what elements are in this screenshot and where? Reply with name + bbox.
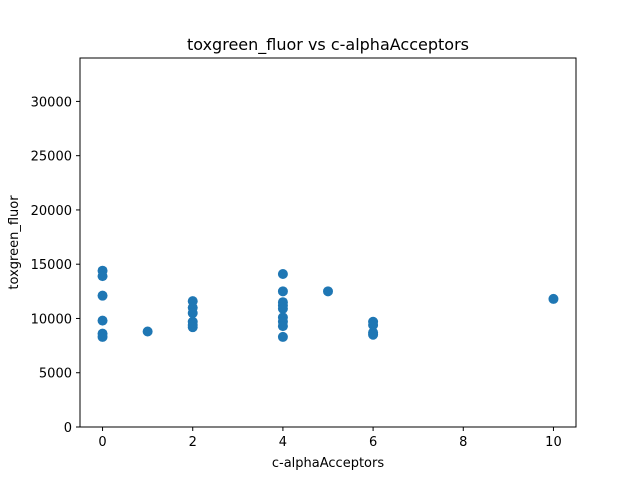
data-point — [277, 286, 288, 297]
y-tick-label: 10000 — [31, 312, 72, 327]
data-point — [97, 290, 108, 301]
data-point — [187, 322, 198, 333]
x-tick-label: 8 — [459, 435, 467, 450]
plot-area-frame — [79, 57, 577, 428]
y-tick-label: 0 — [64, 421, 72, 436]
x-axis-ticks: 0 2 4 6 8 10 — [98, 427, 562, 450]
x-tick-label: 0 — [98, 435, 106, 450]
x-tick-label: 10 — [545, 435, 562, 450]
y-axis-ticks: 0 5000 10000 15000 20000 25000 30000 — [31, 95, 80, 436]
x-tick-label: 6 — [369, 435, 377, 450]
data-point — [368, 329, 379, 340]
data-point — [548, 293, 559, 304]
data-point — [142, 326, 153, 337]
data-point — [368, 319, 379, 330]
data-point — [187, 308, 198, 319]
data-point — [277, 268, 288, 279]
data-point — [97, 315, 108, 326]
data-point — [323, 286, 333, 297]
x-tick-label: 4 — [279, 435, 287, 450]
y-tick-label: 25000 — [31, 150, 72, 165]
data-point — [277, 321, 288, 332]
data-point — [277, 331, 288, 342]
y-tick-label: 5000 — [39, 367, 72, 382]
data-point — [97, 271, 108, 282]
x-tick-label: 2 — [189, 435, 197, 450]
data-point — [97, 331, 108, 342]
y-tick-label: 30000 — [31, 95, 72, 110]
data-points — [97, 265, 559, 342]
y-axis-label: toxgreen_fluor — [7, 195, 22, 290]
chart-title: toxgreen_fluor vs c-alphaAcceptors — [187, 35, 469, 55]
y-tick-label: 15000 — [31, 258, 72, 273]
x-axis-label: c-alphaAcceptors — [272, 456, 384, 471]
y-tick-label: 20000 — [31, 204, 72, 219]
data-point — [277, 303, 288, 314]
